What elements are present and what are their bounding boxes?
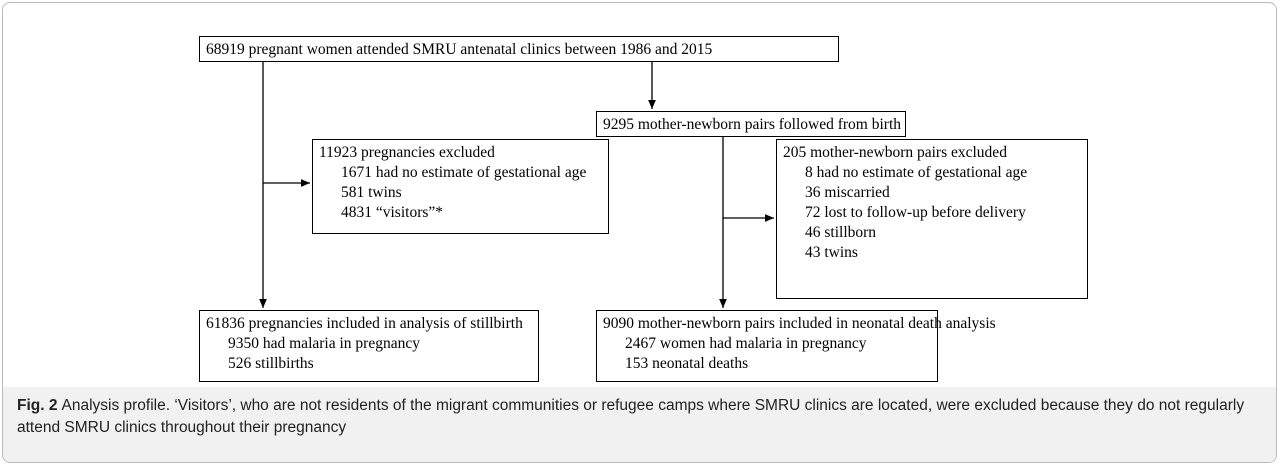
node-item: 4831 “visitors”* <box>341 204 444 221</box>
node-title: 68919 pregnant women attended SMRU anten… <box>206 41 713 58</box>
node: 9295 mother-newborn pairs followed from … <box>596 111 906 137</box>
node: 68919 pregnant women attended SMRU anten… <box>199 36 839 62</box>
node-title: 9295 mother-newborn pairs followed from … <box>603 116 901 133</box>
node: 205 mother-newborn pairs excluded 8 had … <box>776 139 1088 299</box>
node-item: 9350 had malaria in pregnancy <box>228 335 420 352</box>
node-item: 2467 women had malaria in pregnancy <box>625 335 867 352</box>
node: 11923 pregnancies excluded 1671 had no e… <box>312 139 609 234</box>
caption: Fig. 2 Analysis profile. ‘Visitors’, who … <box>3 387 1276 462</box>
node-item: 8 had no estimate of gestational age <box>805 164 1028 181</box>
connectors <box>259 61 774 308</box>
node-item: 581 twins <box>341 184 402 201</box>
node-item: 46 stillborn <box>805 224 877 241</box>
node-item: 153 neonatal deaths <box>625 355 749 372</box>
node-title: 11923 pregnancies excluded <box>319 144 495 161</box>
caption-label: Fig. 2 <box>17 397 58 414</box>
node: 9090 mother-newborn pairs included in ne… <box>596 310 996 382</box>
node-item: 36 miscarried <box>805 184 890 201</box>
node-title: 205 mother-newborn pairs excluded <box>783 144 1007 161</box>
node-item: 72 lost to follow-up before delivery <box>805 204 1026 221</box>
node-item: 43 twins <box>805 244 858 261</box>
node-title: 61836 pregnancies included in analysis o… <box>206 315 523 332</box>
node-item: 1671 had no estimate of gestational age <box>341 164 587 181</box>
node: 61836 pregnancies included in analysis o… <box>199 310 539 382</box>
node-item: 526 stillbirths <box>228 355 314 372</box>
caption-text: Analysis profile. ‘Visitors’, who are no… <box>17 397 1245 436</box>
node-title: 9090 mother-newborn pairs included in ne… <box>603 315 996 332</box>
